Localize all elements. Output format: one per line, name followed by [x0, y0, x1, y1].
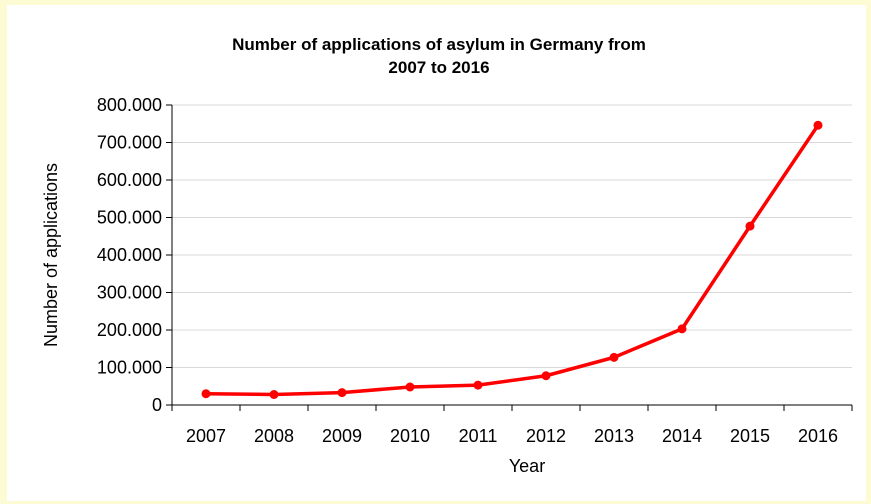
y-tick-label: 300.000	[97, 283, 162, 303]
data-point	[337, 388, 347, 398]
y-tick-labels: 0 100.000 200.000 300.000 400.000 500.000 600.…	[97, 95, 162, 415]
x-tick-label: 2009	[322, 426, 362, 446]
data-point	[609, 352, 619, 362]
x-tick-label: 2007	[186, 426, 226, 446]
x-tick-label: 2010	[390, 426, 430, 446]
x-tick-label: 2016	[798, 426, 838, 446]
y-tick-label: 500.000	[97, 208, 162, 228]
data-point	[677, 324, 687, 334]
y-tick-label: 0	[152, 395, 162, 415]
chart-title-line2: 2007 to 2016	[388, 58, 489, 77]
y-tick-label: 700.000	[97, 133, 162, 153]
data-point	[813, 120, 823, 130]
x-tick-label: 2013	[594, 426, 634, 446]
y-tick-label: 400.000	[97, 245, 162, 265]
data-point	[201, 389, 211, 399]
x-tick-label: 2015	[730, 426, 770, 446]
y-tick-label: 600.000	[97, 170, 162, 190]
x-axis-label: Year	[509, 456, 545, 476]
y-tick-label: 100.000	[97, 358, 162, 378]
y-tick-label: 200.000	[97, 320, 162, 340]
x-tick-label: 2011	[459, 426, 498, 446]
data-point	[473, 380, 483, 390]
axes	[166, 104, 853, 411]
y-tick-label: 800.000	[97, 95, 162, 115]
data-point	[541, 371, 551, 381]
series-line	[205, 124, 820, 397]
y-axis-label: Number of applications	[41, 163, 61, 347]
x-tick-label: 2014	[662, 426, 702, 446]
line-chart: Number of applications of asylum in Germ…	[41, 35, 853, 476]
x-tick-labels: 2007 2008 2009 2010 2011 2012 2013 2014 2015 2016	[186, 426, 838, 446]
x-tick-label: 2008	[254, 426, 294, 446]
chart-title-line1: Number of applications of asylum in Germ…	[232, 35, 646, 54]
series-layer	[201, 120, 823, 399]
x-tick-label: 2012	[526, 426, 566, 446]
chart-area: Number of applications of asylum in Germ…	[7, 5, 866, 501]
data-point	[269, 390, 279, 399]
gridlines	[172, 104, 852, 368]
data-point	[745, 221, 755, 231]
data-point	[405, 382, 415, 392]
